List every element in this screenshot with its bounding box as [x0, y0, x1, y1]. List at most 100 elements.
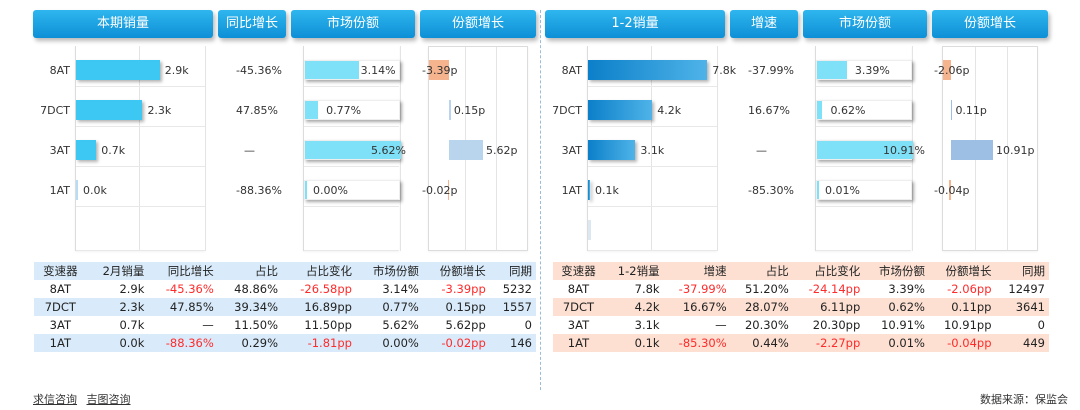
left-table-cell: -1.81pp: [307, 336, 352, 350]
left-share-box-2: 5.62%: [304, 140, 406, 160]
right-share-growth-bar-0: [943, 60, 951, 80]
left-share-value-2: 5.62%: [371, 144, 406, 157]
right-volume-cat-2: 3AT: [561, 144, 582, 157]
left-table-cell: 1AT: [49, 336, 71, 350]
right-share-growth-value-0: -2.06p: [934, 64, 970, 77]
left-table-header-7: 同期: [509, 264, 532, 278]
left-table-cell: —: [202, 318, 214, 332]
right-table-cell: -37.99%: [678, 282, 727, 296]
right-table-cell: 28.07%: [744, 300, 789, 314]
right-share-box-3: 0.01%: [816, 180, 912, 200]
right-table-header-6: 份额增长: [945, 264, 992, 278]
right-table-cell: 16.67%: [682, 300, 727, 314]
left-share-growth-value-2: 5.62p: [486, 144, 518, 157]
right-table-cell: -24.14pp: [808, 282, 861, 296]
left-yoy-8at: -45.36%: [236, 64, 282, 77]
right-share-fill-0: [817, 61, 847, 79]
footer-links: 求信咨询 吉图咨询: [33, 391, 137, 407]
right-share-box-2: 10.91%: [816, 140, 925, 160]
right-volume-cat-0: 8AT: [561, 64, 582, 77]
right-volume-value-1: 4.2k: [657, 104, 682, 117]
table-row: 7DCT 2.3k 47.85% 39.34% 16.89pp 0.77% 0.15pp 15…: [34, 298, 536, 316]
header-right-share-growth: 份额增长: [932, 10, 1048, 38]
left-table-cell: -3.39pp: [441, 282, 486, 296]
left-table-header-0: 变速器: [43, 264, 78, 278]
left-table-cell: 8AT: [49, 282, 71, 296]
right-table-cell: 3.39%: [888, 282, 925, 296]
right-table-cell: 3.1k: [634, 318, 660, 332]
header-right-volume: 1-2销量: [545, 10, 725, 38]
right-table-header-0: 变速器: [561, 264, 596, 278]
right-table-cell: 449: [1023, 336, 1045, 350]
right-data-table: 变速器 1-2销量 增速 占比 占比变化 市场份额 份额增长 同期 8AT 7.8k -37.99…: [553, 262, 1049, 352]
left-volume-value-3: 0.0k: [83, 184, 107, 197]
left-table-cell: 5232: [502, 282, 532, 296]
left-share-growth-chart: -3.39p 0.15p 5.62p -0.02p: [420, 46, 536, 251]
right-table-header-1: 1-2销量: [617, 264, 660, 278]
left-table-header-6: 份额增长: [439, 264, 486, 278]
table-row: 7DCT 4.2k 16.67% 28.07% 6.11pp 0.62% 0.11pp 364…: [553, 298, 1049, 316]
right-growth-1at: -85.30%: [748, 184, 794, 197]
right-share-value-2: 10.91%: [883, 144, 925, 157]
left-table-cell: 39.34%: [234, 300, 279, 314]
left-table-header-3: 占比: [255, 264, 279, 278]
right-volume-value-3: 0.1k: [595, 184, 619, 197]
left-volume-cat-0: 8AT: [49, 64, 70, 77]
right-table-cell: 20.30%: [744, 318, 789, 332]
right-growth-column: -37.99% 16.67% — -85.30%: [730, 46, 798, 251]
right-table-cell: 0.1k: [634, 336, 660, 350]
right-share-value-0: 3.39%: [854, 64, 890, 77]
left-table-cell: 3.14%: [382, 282, 419, 296]
left-table-header-4: 占比变化: [305, 264, 352, 278]
right-table-cell: 0.62%: [888, 300, 925, 314]
right-table-cell: 12497: [1008, 282, 1045, 296]
footer-link-qiuxin[interactable]: 求信咨询: [33, 393, 77, 406]
header-left-share: 市场份额: [291, 10, 415, 38]
left-table-cell: 48.86%: [234, 282, 279, 296]
right-table-cell: -0.04pp: [947, 336, 992, 350]
right-share-value-3: 0.01%: [825, 184, 860, 197]
left-table-cell: 0.7k: [119, 318, 145, 332]
header-left-share-growth: 份额增长: [420, 10, 536, 38]
right-volume-bar-0: [588, 60, 708, 80]
left-data-table: 变速器 2月销量 同比增长 占比 占比变化 市场份额 份额增长 同期 8AT 2.9k -45.3…: [34, 262, 536, 352]
footer-link-jitu[interactable]: 吉图咨询: [86, 393, 131, 406]
left-share-growth-value-1: 0.15p: [453, 104, 486, 117]
right-table-header-5: 市场份额: [878, 264, 925, 278]
left-table-cell: 11.50pp: [304, 318, 352, 332]
right-share-growth-value-1: 0.11p: [955, 104, 987, 117]
left-share-growth-bar-1: [449, 100, 451, 120]
right-volume-bar-3: [588, 180, 590, 200]
right-share-growth-bar-2: [950, 140, 993, 160]
left-table-cell: 0.29%: [241, 336, 279, 350]
right-table-cell: 20.30pp: [812, 318, 861, 332]
header-right-share: 市场份额: [803, 10, 927, 38]
right-table-header-7: 同期: [1022, 264, 1045, 278]
right-volume-chart: 8AT 7.8k 7DCT 4.2k 3AT 3.1k 1AT 0.1k: [542, 46, 736, 251]
left-yoy-7dct: 47.85%: [236, 104, 278, 117]
right-table-cell: 3641: [1015, 300, 1045, 314]
left-volume-bar-1: [76, 100, 143, 120]
left-volume-bar-2: [76, 140, 97, 160]
right-share-box-0: 3.39%: [816, 60, 912, 80]
right-table-header-2: 增速: [703, 264, 727, 278]
table-row: 3AT 0.7k — 11.50% 11.50pp 5.62% 5.62pp 0: [34, 316, 536, 334]
right-table-header-3: 占比: [765, 264, 789, 278]
left-volume-bar-0: [76, 60, 160, 80]
data-source: 数据来源：保监会: [980, 393, 1068, 406]
left-share-growth-bar-0: [429, 60, 450, 80]
right-volume-value-0: 7.8k: [712, 64, 737, 77]
right-table-cell: 10.91%: [881, 318, 925, 332]
right-table-cell: —: [715, 318, 727, 332]
left-share-chart: 3.14% 0.77% 5.62% 0.00%: [291, 46, 415, 251]
left-table-cell: 2.9k: [119, 282, 145, 296]
right-table-cell: 51.20%: [744, 282, 789, 296]
header-right-growth: 增速: [730, 10, 798, 38]
table-row: 3AT 3.1k — 20.30% 20.30pp 10.91% 10.91pp 0: [553, 316, 1049, 334]
table-row: 1AT 0.1k -85.30% 0.44% -2.27pp 0.01% -0.04pp 44…: [553, 334, 1049, 352]
left-table-cell: 0: [524, 318, 532, 332]
right-share-growth-bar-3: [949, 180, 951, 200]
left-volume-cat-3: 1AT: [49, 184, 70, 197]
right-table-cell: 3AT: [567, 318, 590, 332]
left-share-fill-3: [305, 181, 307, 199]
